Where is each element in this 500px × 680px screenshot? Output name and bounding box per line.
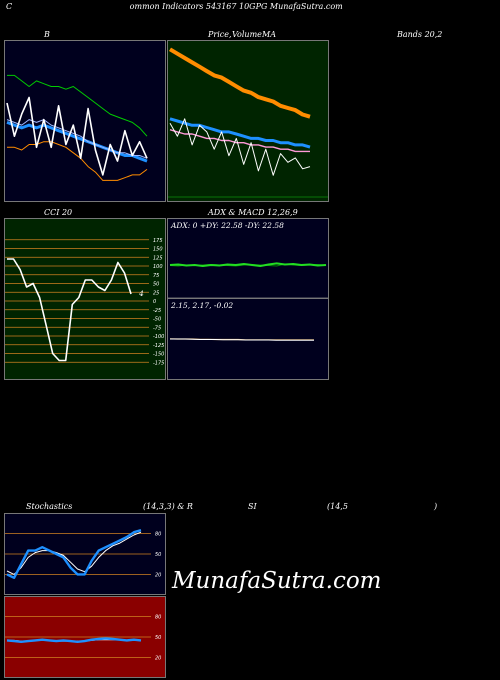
watermark-text: MunafaSutra.com [172,568,382,594]
cci-tick-label: -50 [153,317,161,323]
stoch-label: Stochastics [26,502,73,511]
rsi-tick-label: 20 [155,655,161,661]
adx-chart [168,262,328,299]
rsi-tick-label: 50 [155,635,161,641]
price-mid-ma [169,129,310,153]
price-label: Price, [208,30,232,39]
adx-values: ADX: 0 +DY: 22.58 -DY: 22.58 [171,221,284,230]
cci-tick-label: -25 [153,308,161,314]
macd-chart [169,338,314,341]
bands-label: Bands 20,2 [397,30,443,39]
stoch-tick-label: 20 [155,572,161,578]
cci-tick-label: 175 [153,238,163,244]
bollinger-label: B [44,30,50,39]
title-lead: C [6,2,13,11]
price-close-line [169,118,311,176]
bollinger-lower-band [7,141,148,181]
cci-tick-label: -100 [153,334,164,340]
adx-plus-dy-line [169,262,327,267]
cci-tick-label: 25 [153,290,159,296]
stoch-tick-label: 80 [155,532,161,538]
volume-label: Volume [232,30,262,39]
rsi-si-label: SI [248,502,257,511]
title-rest: ommon Indicators 543167 10GPG MunafaSutr… [129,2,343,11]
bollinger-panel [4,40,166,202]
cci-label: CCI 20 [44,208,73,217]
cci-line [7,258,132,362]
rsi-panel: 80 50 20 [4,596,166,678]
price-chart [168,47,328,198]
cci-tick-label: -125 [153,343,164,349]
price-long-ma [168,47,311,119]
ma-label: MA [262,30,276,39]
rsi-line [6,637,142,643]
bollinger-middle-band [6,120,148,163]
price-panel [167,40,329,202]
stochastics-panel: 80 50 20 [4,513,166,595]
stoch-k-line [6,529,142,579]
stoch-tick-label: 50 [155,552,161,558]
macd-panel: 2.15, 2.17, -0.02 [167,298,329,380]
cci-tick-label: 75 [153,273,159,279]
cci-tick-label: -150 [153,352,164,358]
cci-current-value: 4 [139,289,144,298]
adx-macd-label: ADX & MACD 12,26,9 [208,208,298,217]
cci-panel: 175 150 125 100 75 50 25 0 -25 -50 -75 -100 -125 -150… [4,218,166,380]
stoch-params-label: (14,3,3) & R [143,502,193,511]
rsi-close-label: ) [434,502,438,511]
cci-tick-label: 150 [153,247,163,253]
rsi-chart: 80 50 20 [5,615,161,661]
macd-line [170,338,314,341]
cci-tick-label: 100 [153,264,163,270]
macd-values: 2.15, 2.17, -0.02 [171,301,234,310]
stoch-d-line [6,531,142,575]
cci-tick-label: 125 [153,255,163,261]
bollinger-chart [6,74,148,181]
bollinger-upper-band [7,74,148,137]
page-title: C ommon Indicators 543167 10GPG MunafaSu… [6,2,343,11]
cci-chart: 175 150 125 100 75 50 25 0 -25 -50 -75 -100 -125 -150… [5,238,164,366]
bollinger-price-line [6,96,148,176]
cci-tick-label: -75 [153,325,161,331]
price-short-ma [169,117,311,149]
cci-tick-label: 0 [153,299,156,305]
stochastics-chart: 80 50 20 [5,529,161,579]
adx-panel: ADX: 0 +DY: 22.58 -DY: 22.58 [167,218,329,300]
rsi-tick-label: 80 [155,615,161,621]
cci-tick-label: 50 [153,282,159,288]
bollinger-ma-line [6,119,148,159]
cci-tick-label: -175 [153,360,164,366]
rsi-params-label: (14,5 [327,502,348,511]
